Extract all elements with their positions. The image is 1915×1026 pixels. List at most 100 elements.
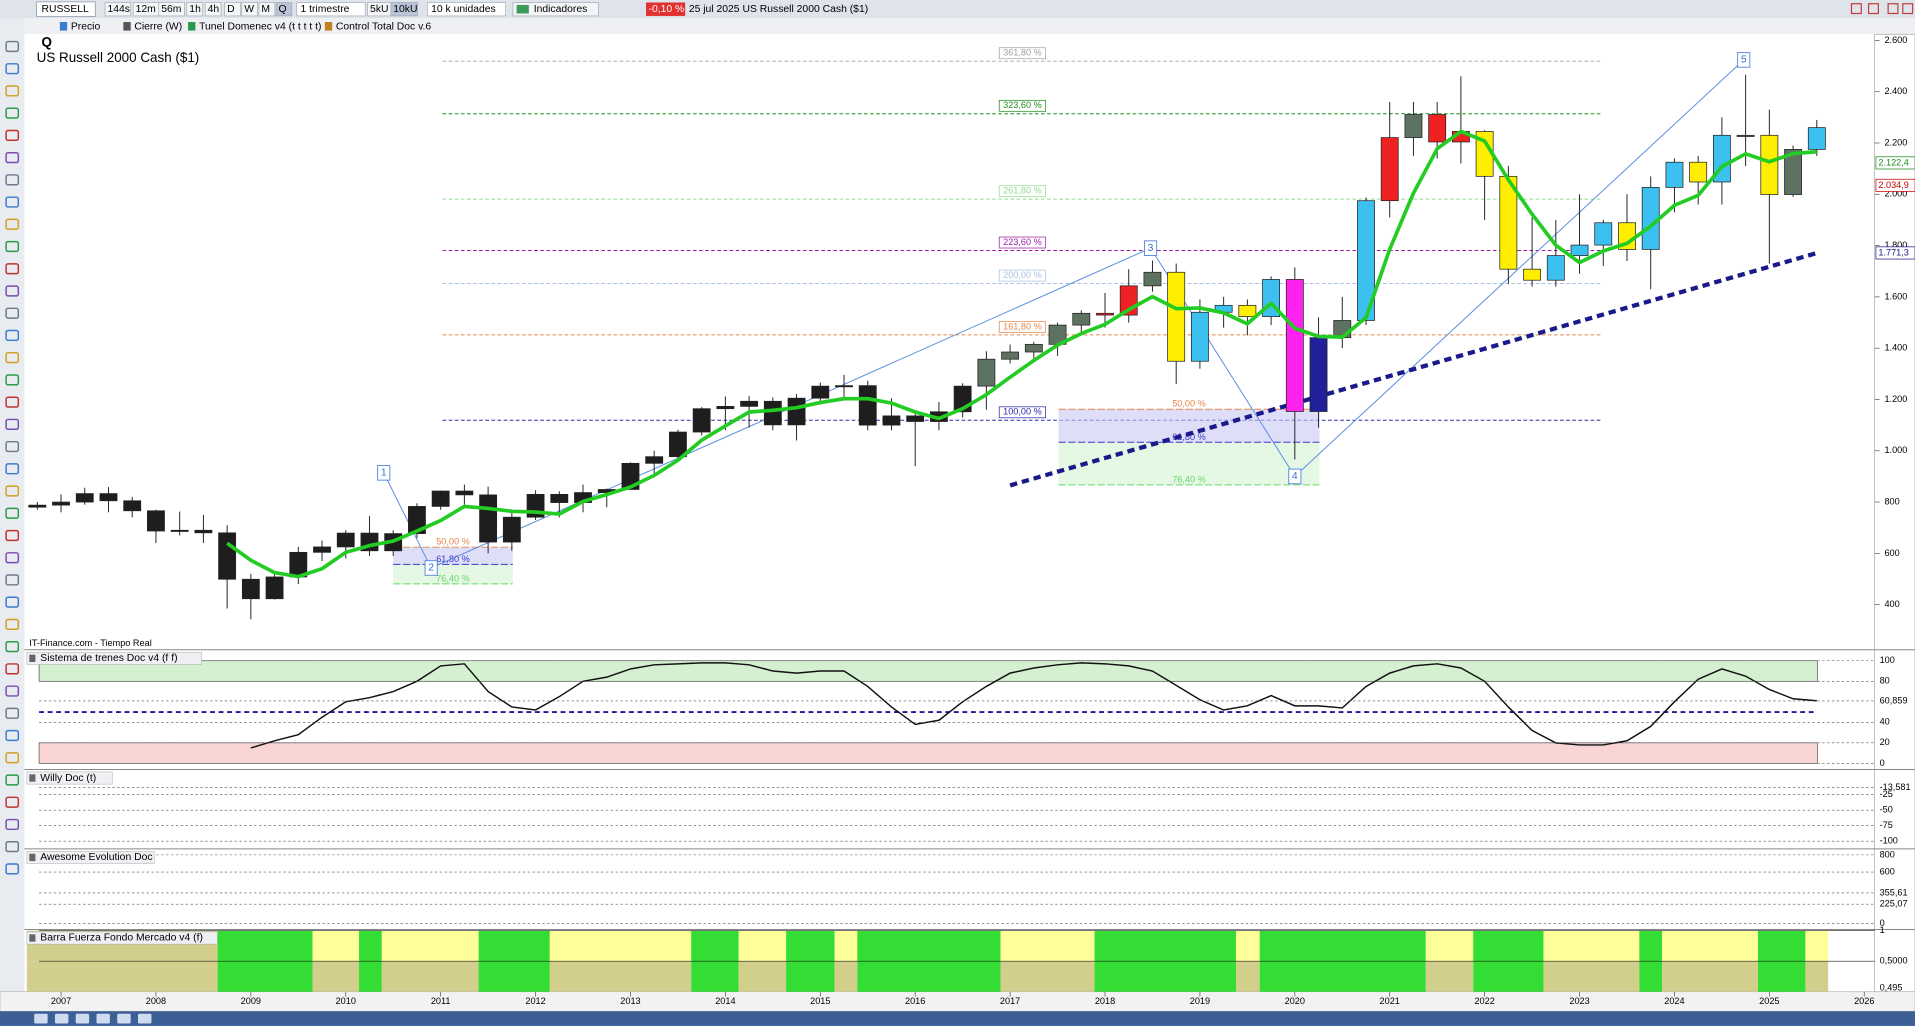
- candle-body: [28, 504, 47, 508]
- window-icon[interactable]: [1902, 3, 1914, 15]
- status-icon[interactable]: [75, 1013, 90, 1024]
- timeframe-button[interactable]: [204, 2, 222, 17]
- panel-tick-label: 800: [1880, 849, 1895, 859]
- period-select[interactable]: [296, 2, 366, 17]
- force-segment: [834, 930, 858, 962]
- tool-icon[interactable]: [5, 818, 20, 831]
- window-icon[interactable]: [1850, 3, 1862, 15]
- tool-icon[interactable]: [5, 85, 20, 97]
- x-tick-label: 2022: [1474, 996, 1494, 1006]
- x-tick-label: 2026: [1854, 996, 1874, 1006]
- tool-icon[interactable]: [5, 596, 20, 608]
- y-tick-label: 600: [1884, 548, 1899, 558]
- window-icon[interactable]: [1867, 3, 1879, 15]
- tool-icon[interactable]: [5, 129, 20, 141]
- timeframe-button[interactable]: [224, 2, 241, 17]
- status-icon[interactable]: [54, 1013, 69, 1024]
- candle-body: [1594, 222, 1613, 246]
- y-tick-label: 2.200: [1884, 137, 1907, 147]
- candle-body: [1641, 186, 1660, 250]
- candle-body: [408, 506, 426, 534]
- tool-icon[interactable]: [5, 463, 20, 475]
- status-bar: [0, 1011, 1915, 1026]
- force-segment-base: [1662, 961, 1758, 992]
- tool-icon[interactable]: [5, 307, 20, 319]
- tool-icon[interactable]: [5, 263, 20, 275]
- candle-body: [858, 385, 877, 426]
- panel-title-icon: [29, 654, 36, 662]
- symbol: RUSSELL: [42, 4, 90, 15]
- tool-icon[interactable]: [5, 796, 20, 808]
- tool-icon[interactable]: [5, 418, 20, 430]
- fib-label: 100,00 %: [1003, 407, 1042, 417]
- tool-icon[interactable]: [5, 374, 20, 386]
- tool-icon[interactable]: [5, 574, 20, 586]
- tool-icon[interactable]: [5, 863, 20, 875]
- tool-icon[interactable]: [5, 663, 20, 675]
- indicators-button[interactable]: [512, 2, 599, 17]
- units-select[interactable]: [427, 2, 506, 17]
- legend-chip: [123, 22, 131, 31]
- force-segment: [549, 930, 692, 962]
- retracement-label: 76,40 %: [436, 573, 470, 583]
- price-label: 1.771,3: [1878, 247, 1909, 257]
- window-icon[interactable]: [1887, 3, 1899, 15]
- tool-icon[interactable]: [5, 552, 20, 564]
- tool-icon[interactable]: [5, 707, 20, 719]
- tool-icon[interactable]: [5, 618, 20, 631]
- force-segment: [1543, 930, 1640, 962]
- tool-icon[interactable]: [5, 218, 20, 230]
- tool-icon[interactable]: [5, 40, 20, 53]
- status-icon[interactable]: [117, 1013, 131, 1024]
- legend-chip: [59, 22, 68, 31]
- tool-icon[interactable]: [5, 151, 20, 164]
- tool-icon[interactable]: [5, 396, 20, 408]
- tool-icon[interactable]: [5, 352, 20, 364]
- timeframe-button[interactable]: [258, 2, 276, 17]
- tool-icon[interactable]: [5, 63, 20, 75]
- tool-icon[interactable]: [5, 507, 20, 519]
- timeframe-button[interactable]: [275, 2, 293, 17]
- tool-icon[interactable]: [5, 174, 20, 186]
- price-axis-bg: [1874, 33, 1915, 993]
- tool-icon[interactable]: [5, 685, 20, 697]
- tool-icon[interactable]: [5, 240, 20, 253]
- tool-icon[interactable]: [5, 196, 20, 208]
- force-segment: [1235, 930, 1260, 962]
- tool-icon[interactable]: [5, 752, 20, 764]
- timeframe-button[interactable]: [158, 2, 185, 17]
- tool-icon[interactable]: [5, 107, 20, 119]
- status-icon[interactable]: [138, 1013, 152, 1024]
- tool-icon[interactable]: [5, 285, 20, 297]
- y-tick-label: 1.600: [1884, 291, 1907, 301]
- units-button[interactable]: [390, 2, 418, 17]
- source-label: IT-Finance.com - Tiempo Real: [29, 638, 151, 648]
- panel-tick-label: 80: [1880, 676, 1890, 686]
- retracement-zone: [393, 564, 513, 584]
- tool-icon[interactable]: [5, 529, 20, 542]
- panel-tick-label: -25: [1880, 789, 1893, 799]
- tool-icon[interactable]: [5, 841, 20, 853]
- tool-icon[interactable]: [5, 329, 20, 342]
- status-icon[interactable]: [34, 1013, 48, 1024]
- timeframe-button[interactable]: [241, 2, 258, 17]
- tool-icon[interactable]: [5, 485, 20, 497]
- force-segment-base: [834, 961, 858, 992]
- force-segment-base: [1425, 961, 1474, 992]
- status-icon[interactable]: [96, 1013, 110, 1024]
- candle-body: [645, 456, 664, 464]
- price-label: 2.122,4: [1878, 157, 1909, 167]
- timeframe-button[interactable]: [104, 2, 131, 17]
- price-label: 2.034,9: [1878, 180, 1909, 190]
- tool-icon[interactable]: [5, 729, 20, 742]
- time-axis-bg: [0, 991, 1915, 1012]
- symbol-box[interactable]: [36, 1, 96, 17]
- timeframe-button[interactable]: [186, 2, 204, 17]
- tool-icon[interactable]: [5, 440, 20, 453]
- tool-icon[interactable]: [5, 640, 20, 653]
- x-tick-label: 2011: [431, 996, 451, 1006]
- tool-icon[interactable]: [5, 774, 20, 786]
- panel-title-icon: [29, 934, 36, 942]
- force-segment: [738, 930, 787, 962]
